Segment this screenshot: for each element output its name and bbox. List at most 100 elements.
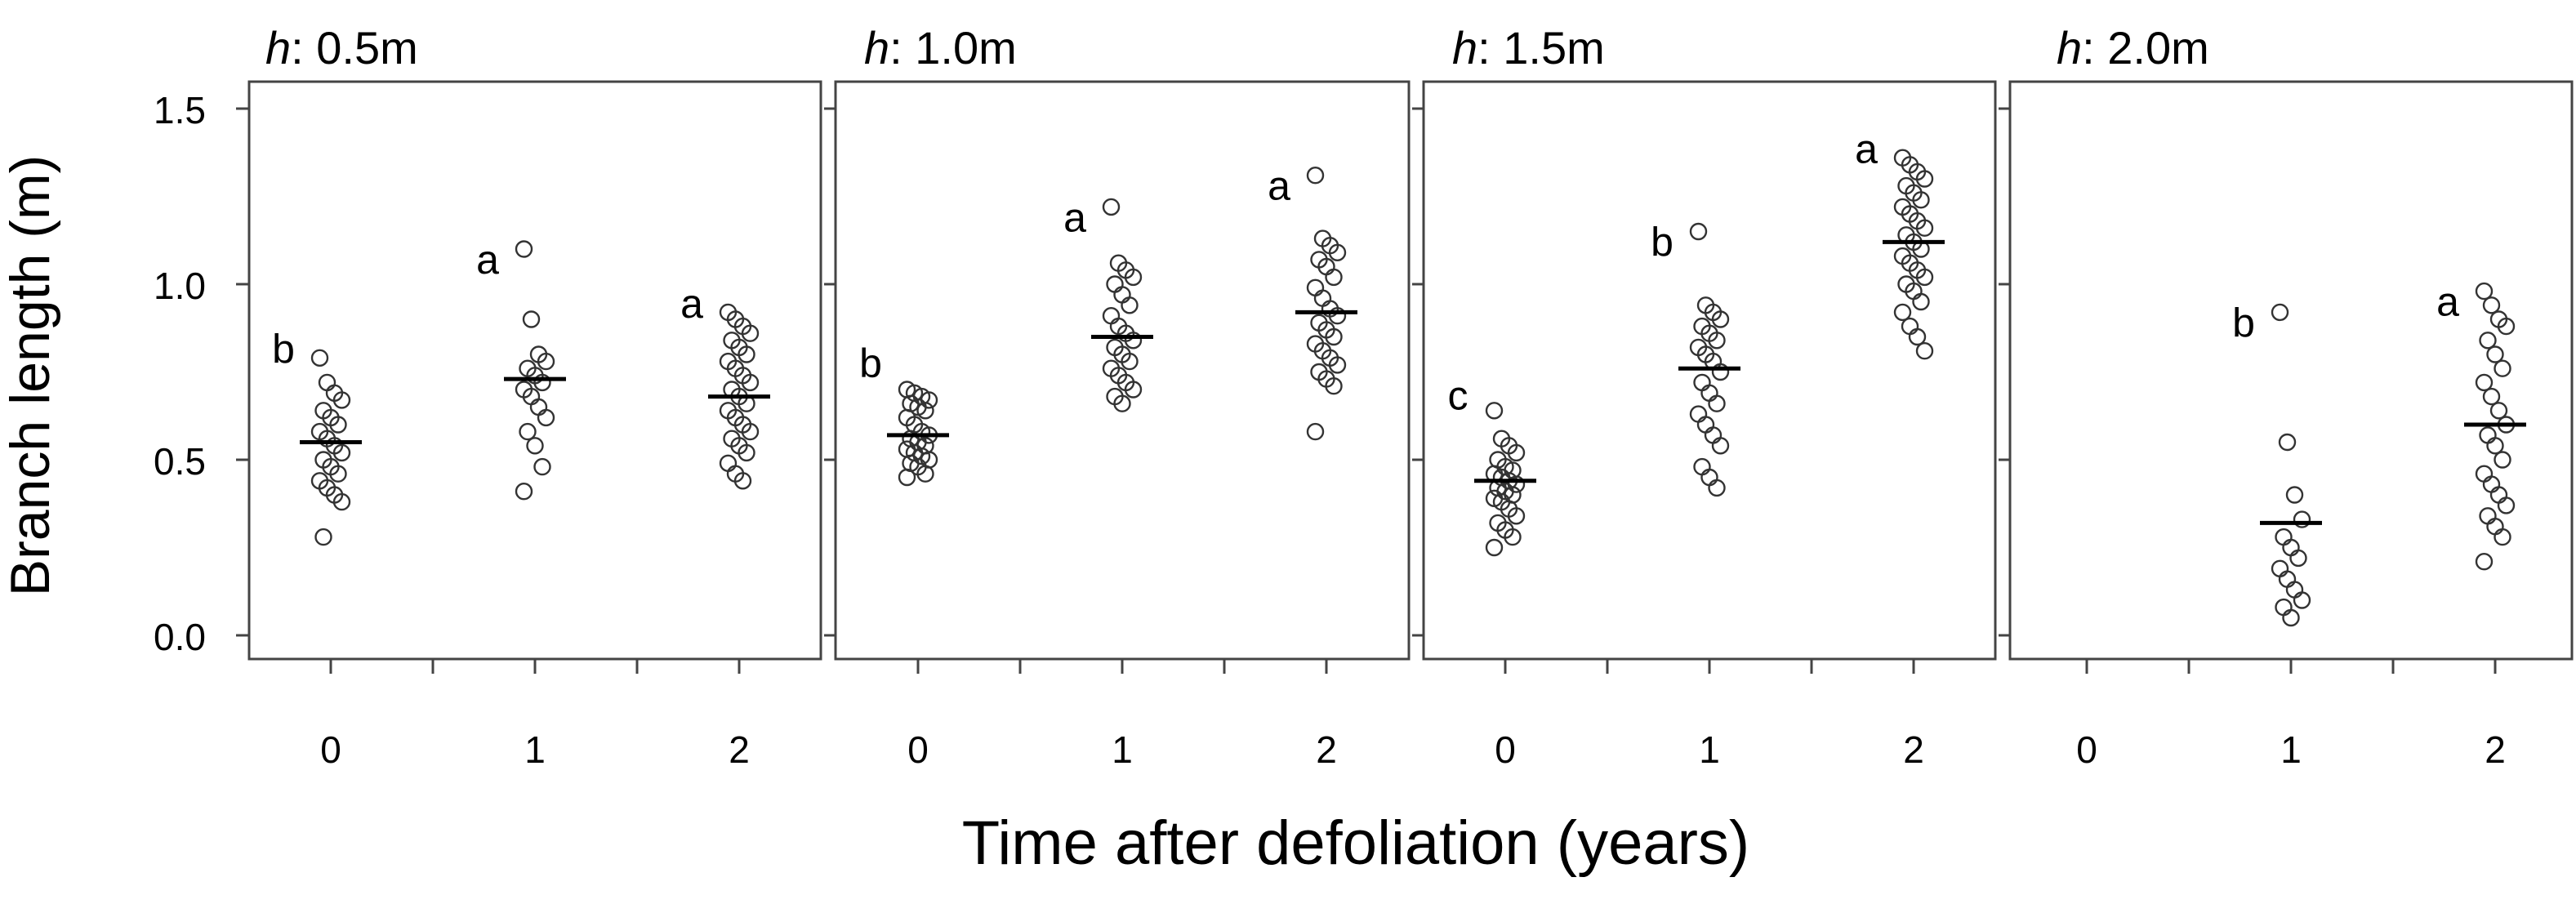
panel-3-point: [1915, 170, 1934, 188]
panel-1-point: [515, 483, 533, 501]
panel-2-title-colon: :: [889, 22, 915, 73]
panel-4-point: [2282, 608, 2300, 627]
panel-3-point: [1485, 402, 1504, 420]
panel-2-frame: [834, 80, 1411, 661]
panel-4-sig-letter: a: [2436, 279, 2459, 325]
panel-1-title-colon: :: [291, 22, 316, 73]
panel-2-point: [1306, 422, 1325, 441]
panel-3-point: [1711, 363, 1730, 381]
panel-2-point: [1106, 275, 1124, 293]
panel-3-title: h: 1.5m: [1452, 22, 1605, 73]
panel-3-point: [1915, 219, 1934, 237]
panel-3-point: [1711, 310, 1730, 328]
y-axis-label: Branch length (m): [0, 155, 61, 596]
panel-3-point: [1693, 373, 1711, 392]
panel-2-point: [1102, 307, 1121, 325]
panel-3-point: [1689, 405, 1708, 423]
panel-2-point: [1113, 286, 1131, 304]
panel-1: h: 0.5m b a a 0 1 2: [236, 22, 822, 771]
panel-1-x-tick-2: 2: [729, 728, 750, 771]
panel-1-point: [522, 310, 541, 328]
panel-4-point: [2293, 591, 2311, 609]
panel-2-point: [898, 468, 916, 487]
panel-3-point: [1893, 303, 1912, 322]
panel-1-point: [533, 457, 551, 476]
panel-3-point: [1708, 479, 1726, 497]
panel-2-point: [916, 465, 934, 483]
panel-1-point: [329, 416, 347, 434]
panel-4-point: [2479, 332, 2497, 350]
panel-4-title-value: 2.0m: [2107, 22, 2209, 73]
panel-2-title-h: h: [864, 22, 889, 73]
panel-4-point: [2475, 465, 2494, 483]
panel-4-title-colon: :: [2082, 22, 2107, 73]
panel-1-point: [741, 373, 760, 392]
panel-3: h: 1.5m c b a 0 1 2: [1412, 22, 1997, 771]
panel-3-sig-letter: c: [1448, 373, 1468, 419]
panel-4-point: [2486, 345, 2504, 363]
panel-4-point: [2489, 486, 2508, 504]
panel-1-point: [741, 422, 760, 441]
panel-2-point: [1325, 268, 1343, 287]
panel-4-point: [2293, 510, 2311, 528]
panel-2-sig-letter: a: [1063, 194, 1086, 240]
panel-3-title-value: 1.5m: [1503, 22, 1605, 73]
panel-4-point: [2482, 387, 2501, 406]
panel-3-point: [1915, 268, 1934, 287]
panel-3-point: [1915, 342, 1934, 360]
panel-1-point: [332, 391, 351, 409]
panel-1-point: [733, 472, 752, 490]
panel-4-point: [2494, 451, 2511, 469]
panel-3-sig-letter: b: [1651, 220, 1674, 265]
panel-4-x-tick-2: 2: [2485, 728, 2506, 771]
panel-2-x-ticks: 0 1 2: [907, 728, 1337, 771]
panel-4-point: [2482, 296, 2501, 314]
panel-4-point: [2497, 497, 2516, 514]
panel-1-point: [738, 345, 755, 363]
panel-4-x-ticks: 0 1 2: [2076, 728, 2506, 771]
panel-1-title-h: h: [265, 22, 291, 73]
panel-3-point: [1689, 222, 1708, 241]
panel-2-x-tick-0: 0: [907, 728, 929, 771]
panel-3-point: [1696, 416, 1715, 434]
panel-2-title-value: 1.0m: [915, 22, 1017, 73]
panel-4-point: [2285, 581, 2304, 599]
panel-3-point: [1504, 528, 1522, 546]
panel-2-sig-letter: b: [859, 341, 882, 386]
panel-1-point: [537, 352, 555, 371]
panel-4-point: [2275, 598, 2293, 617]
panel-3-x-tick-2: 2: [1903, 728, 1924, 771]
panel-1-point: [738, 443, 755, 462]
panel-3-point: [1704, 426, 1723, 444]
panel-1-x-ticks: 0 1 2: [320, 728, 750, 771]
panel-2-x-tick-1: 1: [1112, 728, 1133, 771]
panel-2-point: [1328, 243, 1347, 261]
panel-2-point: [1102, 198, 1121, 216]
panel-3-sig-letter: a: [1855, 127, 1878, 172]
x-axis-label: Time after defoliation (years): [962, 808, 1749, 878]
panel-3-x-tick-0: 0: [1495, 728, 1516, 771]
panel-3-point: [1912, 292, 1930, 311]
panel-3-point: [1908, 327, 1927, 346]
panel-2-point: [1113, 394, 1131, 412]
panel-2-point: [1124, 332, 1143, 350]
panel-1-point: [332, 492, 351, 511]
panel-3-point: [1507, 443, 1526, 462]
y-tick-label-1: 0.5: [154, 440, 206, 483]
panel-1-title: h: 0.5m: [265, 22, 418, 73]
panel-2-point: [1121, 296, 1139, 314]
panel-4-point: [2486, 437, 2504, 455]
y-tick-label-0: 0.0: [154, 616, 206, 658]
y-tick-label-2: 1.0: [154, 265, 206, 307]
panel-1-point: [314, 528, 332, 546]
panel-3-point: [1901, 317, 1919, 336]
panel-2: h: 1.0m b a a 0 1 2: [824, 22, 1411, 771]
panel-1-point: [741, 324, 760, 342]
panel-4-point: [2494, 528, 2511, 546]
panel-4-point: [2271, 559, 2289, 577]
panel-1-point: [719, 454, 738, 472]
panel-1-point: [529, 398, 548, 416]
panel-2-marks: b a a: [824, 107, 1357, 674]
panel-2-sig-letter: a: [1268, 163, 1290, 209]
